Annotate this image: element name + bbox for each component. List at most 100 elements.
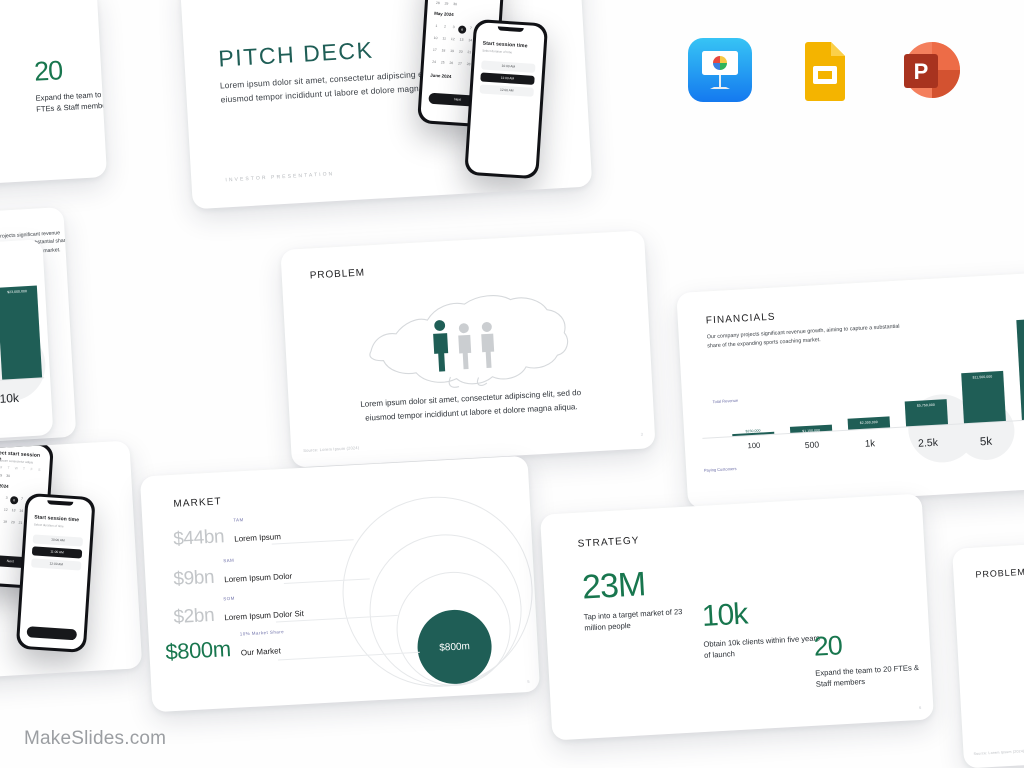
svg-text:P: P: [914, 59, 929, 84]
day-cell[interactable]: 3: [452, 25, 455, 30]
day-cell[interactable]: 26: [449, 60, 454, 66]
time-option-label: 10:00 AM: [501, 63, 516, 69]
market-row: $800m 10% Market Share Our Market: [164, 629, 286, 665]
time-option-label: 11:00 AM: [50, 549, 64, 555]
day-cell[interactable]: 1: [435, 23, 438, 29]
financials-title: FINANCIALS: [705, 311, 776, 327]
strategy-edge-caption: Expand the team to 20 FTEs & Staff membe…: [35, 89, 108, 115]
chart-bar-label: $1,150,000: [802, 428, 821, 434]
day-cell-selected[interactable]: 6: [457, 25, 467, 34]
day-cell[interactable]: 30: [453, 2, 458, 7]
phone-notch: [497, 26, 524, 33]
chart-bar: $11,500,000: [961, 370, 1006, 424]
day-cell[interactable]: [486, 4, 494, 9]
time-option[interactable]: 10:00 AM: [32, 534, 84, 547]
day-cell[interactable]: 17: [432, 47, 437, 53]
problem-source: Source: Lorem Ipsum (2024): [303, 445, 360, 454]
strategy-stat-caption: Tap into a target market of 23 million p…: [583, 607, 683, 633]
market-page-number: 5: [527, 678, 530, 685]
phone-month-label: May 2024: [0, 483, 9, 489]
phone-notch: [47, 500, 74, 506]
day-cell[interactable]: 29: [444, 1, 449, 6]
slide-market[interactable]: MARKET $800m $44bn TAM Lorem Ipsum $9: [139, 455, 541, 713]
chart-category-label: 2.5k: [917, 436, 939, 450]
chart-category-label: 1k: [864, 438, 876, 450]
market-tag: 10% Market Share: [239, 629, 285, 637]
time-option-label: 12:00 AM: [499, 87, 514, 93]
strategy-stat-caption: Obtain 10k clients within five years of …: [703, 633, 821, 661]
problem-edge-source: Source: Lorem Ipsum (2024): [973, 749, 1024, 756]
powerpoint-icon[interactable]: P: [898, 38, 962, 102]
chart-bar: $5,750,000: [904, 399, 949, 427]
chart-bar-label: $5,750,000: [916, 402, 936, 408]
market-title: MARKET: [173, 496, 222, 510]
chart-bar: $23,000,000: [0, 285, 43, 380]
strategy-stat: 20 Expand the team to 20 FTEs & Staff me…: [813, 628, 926, 691]
day-cell[interactable]: 11: [442, 36, 447, 41]
market-label: Lorem Ipsum Dolor: [224, 571, 293, 585]
market-leader-line: [271, 539, 354, 545]
person-figure-highlighted: [433, 320, 449, 372]
weekday-cell: S: [38, 467, 41, 472]
slide-pitch-deck[interactable]: PITCH DECK Lorem ipsum dolor sit amet, c…: [179, 0, 593, 210]
day-cell[interactable]: 10: [433, 35, 438, 41]
person-figure: [458, 323, 472, 370]
google-slides-icon[interactable]: [793, 38, 857, 102]
market-amount: $2bn: [173, 604, 215, 629]
phone-confirm-button[interactable]: [26, 626, 78, 641]
market-label: Lorem Ipsum Dolor Sit: [224, 609, 305, 623]
slide-strategy[interactable]: STRATEGY 23M Tap into a target market of…: [539, 493, 935, 741]
phone-month-label-next: June 2024: [430, 72, 452, 80]
slide-financials[interactable]: FINANCIALS Our company projects signific…: [676, 271, 1024, 509]
day-cell[interactable]: 2: [443, 24, 447, 29]
day-cell[interactable]: 19: [450, 48, 455, 54]
day-cell[interactable]: 13: [459, 37, 464, 42]
slide-problem[interactable]: PROBLEM: [280, 230, 656, 468]
strategy-stat-caption: Expand the team to 20 FTEs & Staff membe…: [815, 662, 920, 690]
strategy-page-number: 6: [918, 704, 922, 710]
time-option[interactable]: 10:00 AM: [481, 60, 536, 73]
day-cell[interactable]: [468, 3, 476, 8]
chart-bar-label: $23,000,000: [7, 289, 28, 295]
time-option-selected[interactable]: 11:00 AM: [31, 546, 83, 559]
market-label: Lorem Ipsum: [234, 532, 282, 544]
region-map-graphic: [369, 295, 569, 388]
market-tag: TAM: [233, 517, 244, 523]
problem-edge-title: PROBLEM: [975, 566, 1024, 580]
time-option-label: 10:00 AM: [50, 537, 65, 543]
app-icon-row: P: [688, 38, 962, 102]
time-option[interactable]: 12:00 AM: [31, 558, 82, 571]
pitch-deck-footer: INVESTOR PRESENTATION: [225, 171, 335, 184]
day-cell[interactable]: 24: [432, 59, 437, 65]
time-option-selected[interactable]: 11:00 AM: [480, 72, 535, 85]
weekday-cell: S: [486, 0, 494, 1]
strategy-title: STRATEGY: [577, 535, 640, 550]
phone-mockup-time-picker-edge: Start session time Select duration of ti…: [15, 492, 96, 654]
keynote-icon[interactable]: [688, 38, 752, 102]
time-option-label: 12:00 AM: [49, 561, 64, 567]
chart-category-label: 100: [747, 440, 761, 451]
strategy-stat-value: 23M: [581, 565, 647, 607]
slide-problem-edge-right[interactable]: PROBLEM Source: Lorem Ipsum (2024): [952, 535, 1024, 768]
strategy-stat: 23M Tap into a target market of 23 milli…: [581, 564, 704, 634]
day-cell[interactable]: [460, 2, 468, 7]
day-cell[interactable]: 12: [450, 36, 455, 42]
market-amount-highlight: $800m: [164, 636, 232, 665]
day-cell[interactable]: [477, 4, 485, 9]
strategy-stat-value: 20: [812, 630, 843, 662]
pitch-deck-title: PITCH DECK: [217, 36, 375, 72]
day-cell[interactable]: 18: [441, 48, 446, 53]
time-option[interactable]: 12:00 AM: [479, 84, 534, 97]
day-cell[interactable]: 20: [458, 49, 463, 54]
day-cell[interactable]: 25: [440, 60, 445, 65]
bar-chart-edge: $2,300,000 $5,750,000 $11,500,000 $23,00…: [0, 279, 46, 390]
market-row: $44bn TAM Lorem Ipsum: [172, 515, 282, 550]
market-tag: SAM: [223, 557, 235, 564]
day-cell[interactable]: [35, 476, 43, 480]
chart-bar-label: $230,000: [745, 428, 761, 434]
day-cell[interactable]: 28: [435, 0, 440, 6]
slide-strategy-edge-topleft[interactable]: k s within nch 20 Expand the team to 20 …: [0, 0, 108, 191]
slide-pitch-deck-edge-bottomleft[interactable]: Select start session date Lorem ipsum co…: [0, 440, 143, 684]
day-cell[interactable]: 27: [457, 61, 462, 66]
strategy-stat: 10k Obtain 10k clients within five years…: [701, 595, 824, 661]
